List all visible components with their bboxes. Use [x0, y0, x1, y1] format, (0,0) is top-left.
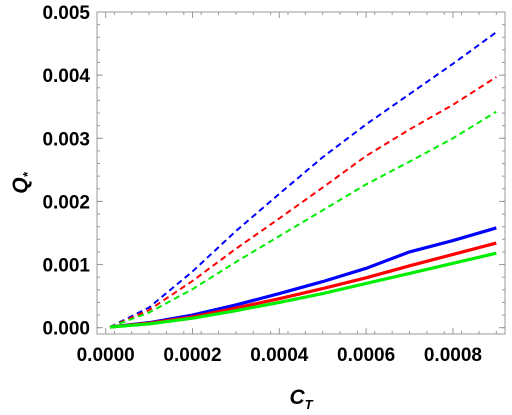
- y-tick-label: 0.005: [42, 3, 90, 24]
- x-tick-label: 0.0000: [77, 345, 135, 366]
- x-tick-label: 0.0006: [337, 345, 395, 366]
- x-axis-title-main: C: [289, 386, 305, 409]
- y-tick-label: 0.001: [42, 256, 90, 277]
- x-tick-label: 0.0004: [250, 345, 309, 366]
- solid-series-line: [109, 226, 497, 329]
- x-axis-title: CT: [289, 386, 313, 412]
- solid-series-line: [109, 251, 497, 329]
- x-axis-title-sub: T: [305, 397, 314, 412]
- ticks-layer: [96, 11, 505, 334]
- y-tick-label: 0.004: [42, 66, 90, 87]
- dashed-series-line: [109, 110, 497, 328]
- y-tick-label: 0.003: [42, 129, 90, 150]
- series-layer: [109, 31, 497, 329]
- labels-layer: 0.0000 0.0002 0.0004 0.0006 0.0008 0.000 0.001…: [42, 3, 482, 366]
- y-axis-title: Q*: [9, 171, 35, 193]
- x-tick-label: 0.0008: [424, 345, 482, 366]
- x-tick-label: 0.0002: [163, 345, 221, 366]
- y-tick-label: 0.002: [42, 192, 90, 213]
- dashed-series-line: [109, 76, 497, 328]
- solid-series-line: [109, 241, 497, 329]
- plot-frame: [96, 11, 506, 335]
- y-axis-title-main: Q: [9, 177, 32, 193]
- y-axis-title-sub: *: [20, 171, 35, 177]
- dashed-series-line: [109, 31, 497, 328]
- y-tick-label: 0.000: [42, 319, 90, 340]
